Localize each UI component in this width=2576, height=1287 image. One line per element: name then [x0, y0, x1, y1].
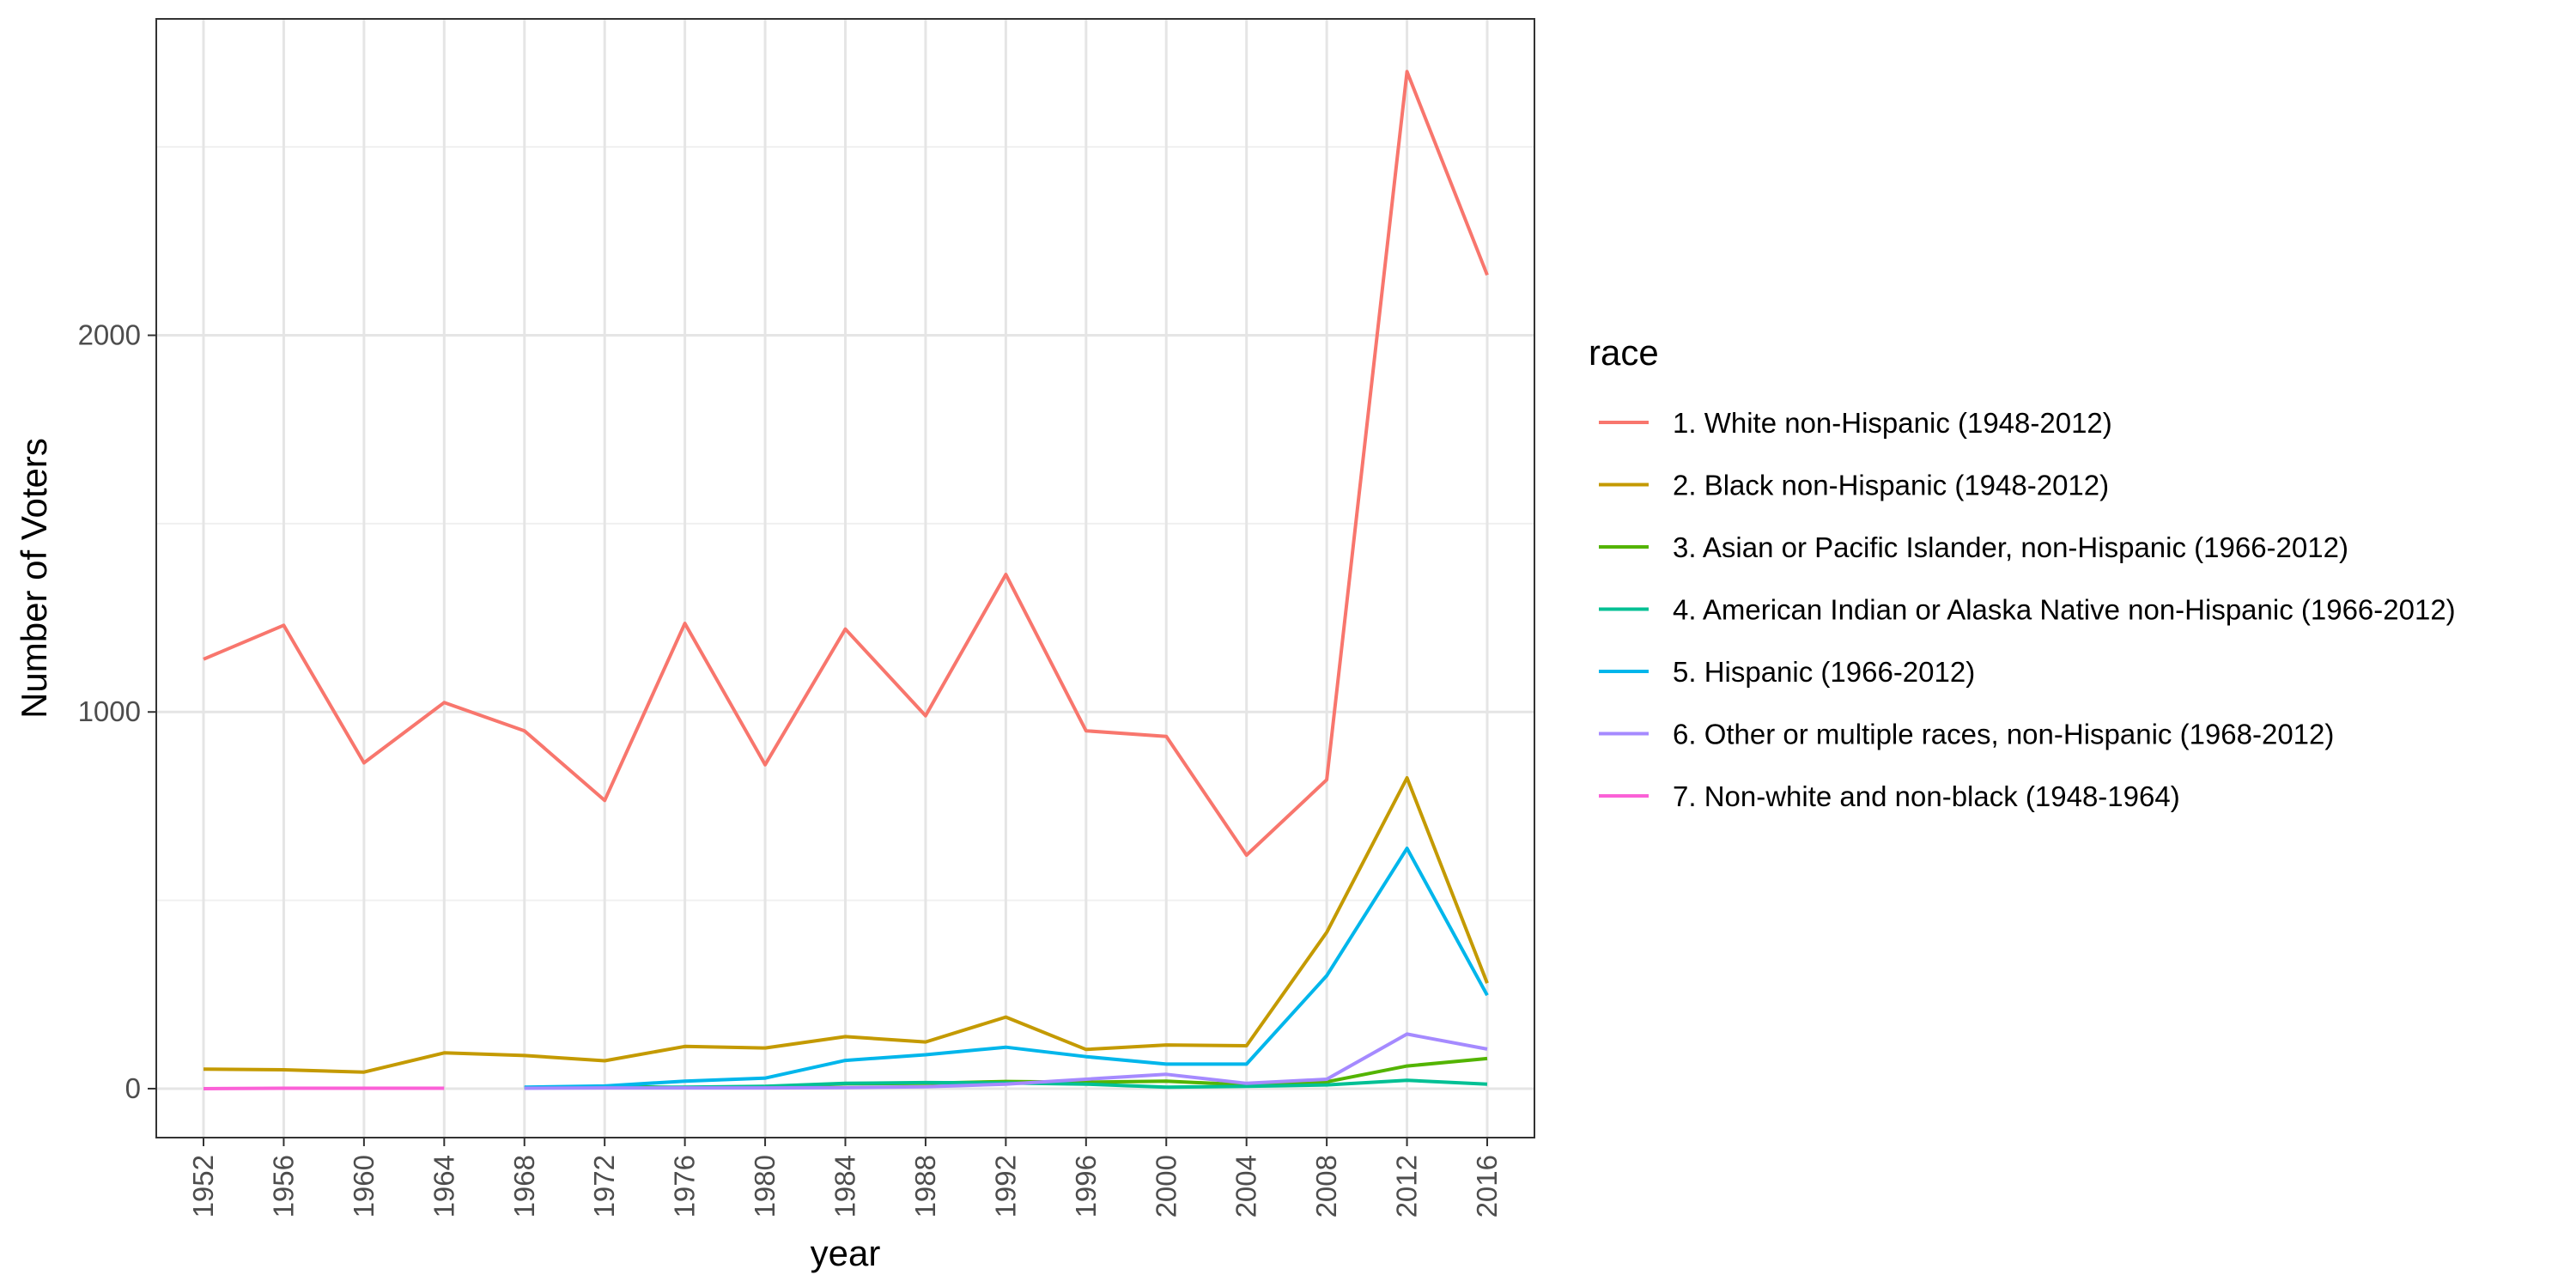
- x-tick-label: 1976: [669, 1155, 701, 1217]
- series-line: [524, 1032, 1488, 1090]
- series-5: [524, 847, 1489, 1090]
- x-tick-label: 1952: [187, 1155, 219, 1217]
- series-line: [203, 1086, 445, 1090]
- legend-label: 6. Other or multiple races, non-Hispanic…: [1673, 719, 2334, 750]
- x-tick-label: 1992: [989, 1155, 1021, 1217]
- legend-label: 5. Hispanic (1966-2012): [1673, 656, 1975, 688]
- legend-label: 1. White non-Hispanic (1948-2012): [1673, 407, 2112, 439]
- x-tick-label: 1984: [829, 1155, 861, 1217]
- x-tick-label: 2000: [1150, 1155, 1182, 1217]
- x-tick-label: 1988: [909, 1155, 941, 1217]
- x-tick-label: 1996: [1070, 1155, 1102, 1217]
- y-tick-label: 0: [125, 1072, 141, 1104]
- y-axis: 0 1000 2000: [78, 319, 156, 1104]
- y-axis-title: Number of Voters: [14, 438, 54, 719]
- x-axis-title: year: [811, 1233, 881, 1273]
- x-tick-label: 1964: [428, 1155, 459, 1217]
- legend-title: race: [1589, 332, 1659, 373]
- y-tick-label: 1000: [78, 695, 141, 727]
- legend-label: 2. Black non-Hispanic (1948-2012): [1673, 470, 2109, 501]
- x-axis: 1952 1956 1960 1964 1968 1972 1976 1980 1984 1988…: [187, 1138, 1503, 1217]
- series-6: [524, 1032, 1488, 1090]
- x-tick-label: 1960: [348, 1155, 380, 1217]
- legend-label: 4. American Indian or Alaska Native non-…: [1673, 594, 2456, 626]
- series-line: [524, 847, 1489, 1090]
- x-tick-label: 2012: [1391, 1155, 1423, 1217]
- series-1: [203, 70, 1489, 857]
- x-tick-label: 1980: [749, 1155, 781, 1217]
- x-tick-label: 1968: [508, 1155, 540, 1217]
- legend-label: 7. Non-white and non-black (1948-1964): [1673, 780, 2180, 812]
- y-tick-label: 2000: [78, 319, 141, 351]
- x-tick-label: 2008: [1310, 1155, 1342, 1217]
- legend: race 1. White non-Hispanic (1948-2012) 2.…: [1589, 332, 2456, 812]
- series-line: [203, 70, 1489, 857]
- grid-major: [156, 19, 1534, 1138]
- series-line: [203, 776, 1489, 1074]
- x-tick-label: 1972: [588, 1155, 620, 1217]
- x-tick-label: 1956: [267, 1155, 299, 1217]
- x-tick-label: 2016: [1471, 1155, 1503, 1217]
- x-tick-label: 2004: [1230, 1155, 1262, 1217]
- series-layer: [203, 70, 1489, 1090]
- series-7: [203, 1086, 445, 1090]
- series-2: [203, 776, 1489, 1074]
- legend-label: 3. Asian or Pacific Islander, non-Hispan…: [1673, 531, 2348, 563]
